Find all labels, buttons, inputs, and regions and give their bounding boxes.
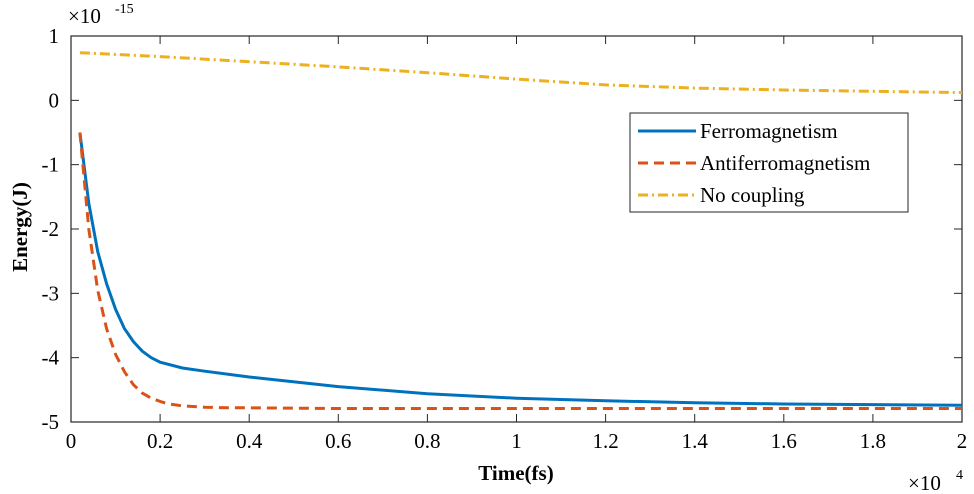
plot-area bbox=[70, 35, 963, 423]
y-tick-label: -4 bbox=[42, 346, 60, 370]
ticks-layer: 0 0.2 0.4 0.6 0.8 1 1.2 1.4 1.6 1.8 2 1 0 -1 -2 -3 -4 -5 bbox=[42, 24, 968, 453]
x-tick-label: 0.6 bbox=[325, 429, 351, 453]
x-tick-label: 0 bbox=[66, 429, 77, 453]
series-line-no-coupling bbox=[79, 51, 963, 95]
y-multiplier-base: ×10 bbox=[68, 4, 101, 28]
x-tick-label: 1.6 bbox=[771, 429, 797, 453]
y-multiplier-exponent: -15 bbox=[115, 2, 134, 17]
x-tick-label: 0.2 bbox=[147, 429, 173, 453]
y-tick-label: -1 bbox=[42, 153, 60, 177]
x-axis-title: Time(fs) bbox=[478, 461, 553, 485]
plot-box bbox=[70, 35, 963, 423]
y-axis-title: Energy(J) bbox=[8, 182, 32, 272]
x-tick-label: 1.8 bbox=[860, 429, 886, 453]
x-tick-label: 0.4 bbox=[236, 429, 263, 453]
series-line-ferromagnetism bbox=[78, 132, 963, 407]
series-line-antiferromagnetism bbox=[78, 132, 962, 410]
x-multiplier-base: ×10 bbox=[908, 471, 941, 494]
legend-label: No coupling bbox=[700, 183, 805, 207]
legend-label: Ferromagnetism bbox=[700, 119, 838, 143]
x-tick-label: 0.8 bbox=[414, 429, 440, 453]
x-multiplier-exponent: 4 bbox=[956, 468, 963, 483]
x-tick-label: 1 bbox=[511, 429, 522, 453]
x-tick-label: 1.2 bbox=[592, 429, 618, 453]
x-multiplier-label: ×10 4 bbox=[908, 468, 963, 494]
legend-label: Antiferromagnetism bbox=[700, 151, 870, 175]
y-tick-label: 1 bbox=[49, 24, 60, 48]
y-multiplier-label: ×10 -15 bbox=[68, 2, 134, 28]
x-tick-label: 2 bbox=[957, 429, 968, 453]
x-tick-label: 1.4 bbox=[682, 429, 709, 453]
y-tick-label: 0 bbox=[49, 88, 60, 112]
y-tick-label: -3 bbox=[42, 281, 60, 305]
y-tick-label: -2 bbox=[42, 217, 60, 241]
legend: Ferromagnetism Antiferromagnetism No coupl… bbox=[629, 112, 909, 213]
series-layer bbox=[78, 51, 963, 410]
y-tick-label: -5 bbox=[42, 410, 60, 434]
